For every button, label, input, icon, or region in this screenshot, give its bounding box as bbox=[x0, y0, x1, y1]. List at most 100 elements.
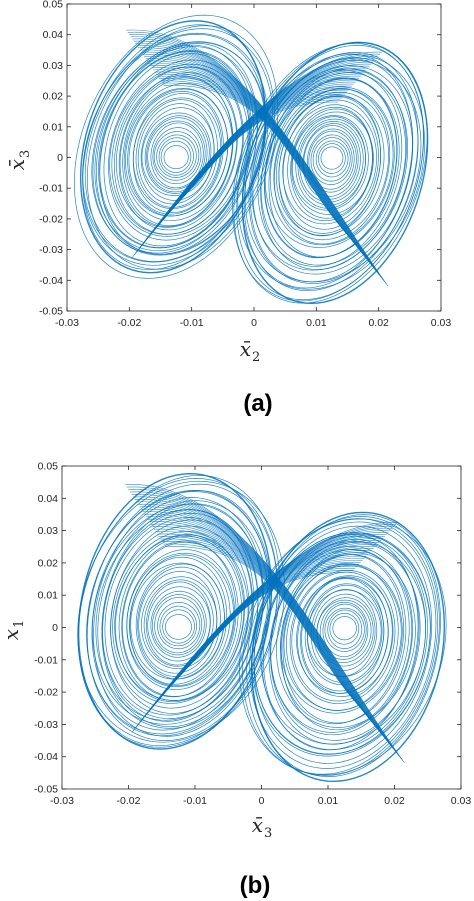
trajectory-bridge bbox=[153, 528, 372, 721]
trajectory-loop-right bbox=[318, 143, 346, 174]
y-tick-label: -0.02 bbox=[39, 213, 63, 225]
x-tick-label: 0.03 bbox=[431, 317, 452, 329]
trajectory-loop-right bbox=[283, 565, 402, 711]
trajectory-loop-right bbox=[319, 601, 369, 660]
x-tick-label: -0.02 bbox=[117, 795, 141, 807]
x-axis-label-b: x̄3 bbox=[252, 813, 273, 841]
trajectory-loop-right bbox=[249, 521, 437, 769]
trajectory-loop-left bbox=[109, 63, 249, 237]
x-tick-label: -0.01 bbox=[180, 317, 204, 329]
trajectory-bridge bbox=[128, 489, 401, 759]
trajectory-loop-left bbox=[154, 597, 203, 654]
y-tick-label: 0.04 bbox=[38, 493, 59, 505]
trajectory-loop-right bbox=[308, 130, 355, 190]
trajectory-loop-right bbox=[291, 111, 374, 215]
trajectory-bridge bbox=[137, 504, 390, 745]
trajectory-loop-left bbox=[91, 41, 267, 255]
x-tick-labels-b: -0.03 -0.02 -0.01 0 0.01 0.02 0.03 bbox=[50, 795, 471, 807]
trajectory-loop-left bbox=[97, 500, 269, 729]
trajectory-loop-right bbox=[282, 104, 377, 225]
trajectory-bridge bbox=[160, 538, 364, 712]
trajectory-loop-right bbox=[246, 516, 440, 777]
trajectory-bridge bbox=[147, 518, 379, 731]
trajectory-loop-right bbox=[282, 99, 379, 230]
y-axis-label-a: x̄3 bbox=[5, 150, 33, 171]
trajectory-loop-left bbox=[141, 576, 218, 669]
trajectory-loop-left bbox=[150, 122, 204, 189]
trajectory-loop-left bbox=[86, 490, 271, 737]
trajectory-envelope-left bbox=[77, 472, 273, 750]
trajectory-loop-left bbox=[132, 92, 223, 213]
trajectory-loop-left bbox=[82, 28, 274, 266]
trajectory-loop-left bbox=[93, 490, 272, 737]
trajectory-loop-left bbox=[138, 571, 218, 674]
trajectory-bridge bbox=[142, 54, 370, 262]
x-tick-label: -0.03 bbox=[50, 795, 74, 807]
trajectory-loop-left bbox=[95, 44, 254, 254]
trajectory-loop-right bbox=[332, 616, 357, 641]
y-tick-label: -0.04 bbox=[39, 275, 63, 287]
trajectory-loop-left bbox=[86, 491, 271, 735]
trajectory-loop-left bbox=[86, 25, 276, 270]
trajectory-loop-right bbox=[296, 577, 389, 694]
trajectory-loop-left bbox=[104, 517, 253, 716]
trajectory-loop-left bbox=[163, 145, 189, 170]
trajectory-loop-right bbox=[260, 540, 426, 745]
trajectory-loop-right bbox=[242, 518, 439, 775]
trajectory-bridge bbox=[131, 494, 398, 754]
x-tick-labels-a: -0.03 -0.02 -0.01 0 0.01 0.02 0.03 bbox=[55, 317, 451, 329]
trajectory-b bbox=[77, 472, 447, 783]
trajectory-loop-left bbox=[113, 66, 244, 235]
trajectory-bridge bbox=[145, 516, 381, 733]
x-tick-label: 0 bbox=[259, 795, 265, 807]
trajectory-loop-left bbox=[129, 556, 228, 685]
trajectory-bridge bbox=[144, 514, 383, 735]
trajectory-bridge bbox=[148, 62, 363, 253]
trajectory-loop-right bbox=[263, 77, 398, 259]
trajectory-loop-right bbox=[257, 70, 403, 267]
trajectory-loop-right bbox=[289, 570, 396, 704]
trajectory-bridge bbox=[150, 65, 361, 251]
trajectory-bridge bbox=[151, 67, 359, 249]
trajectory-loop-left bbox=[140, 107, 215, 201]
trajectory-loop-left bbox=[150, 590, 207, 658]
x-tick-label: 0 bbox=[251, 317, 257, 329]
y-tick-label: 0.01 bbox=[38, 590, 59, 602]
trajectory-loop-right bbox=[251, 68, 408, 271]
trajectory-loop-right bbox=[324, 607, 365, 652]
trajectory-bridge bbox=[133, 496, 396, 752]
panel-caption-b: (b) bbox=[240, 872, 271, 899]
y-tick-label: -0.05 bbox=[34, 784, 58, 796]
trajectory-loop-right bbox=[260, 68, 407, 270]
trajectory-loop-right bbox=[239, 518, 447, 776]
ticks-a bbox=[66, 3, 442, 312]
trajectory-bridge bbox=[158, 536, 366, 714]
ticks-b bbox=[61, 465, 462, 790]
trajectory-bridge bbox=[150, 523, 375, 726]
y-tick-label: 0 bbox=[52, 622, 58, 634]
trajectory-loop-right bbox=[275, 95, 385, 236]
trajectory-loop-right bbox=[291, 571, 393, 702]
trajectory-bridge bbox=[161, 541, 362, 710]
trajectory-bridge bbox=[157, 533, 368, 717]
trajectory-bridge bbox=[145, 58, 366, 258]
trajectory-bridge bbox=[126, 29, 389, 287]
trajectory-envelope-right bbox=[241, 41, 429, 305]
x-axis-label-a: x̄2 bbox=[240, 337, 261, 365]
y-tick-label: -0.03 bbox=[39, 244, 63, 256]
trajectory-loop-left bbox=[152, 127, 202, 185]
trajectory-loop-left bbox=[84, 33, 267, 262]
trajectory-bridge bbox=[160, 80, 349, 236]
y-tick-label: 0.02 bbox=[43, 91, 64, 103]
trajectory-loop-left bbox=[95, 509, 259, 721]
panel-caption-a: (a) bbox=[243, 390, 272, 417]
trajectory-bridge bbox=[129, 34, 385, 282]
trajectory-bridge bbox=[129, 491, 400, 756]
trajectory-loop-right bbox=[248, 57, 419, 284]
trajectory-bridge bbox=[126, 486, 403, 761]
trajectory-loop-right bbox=[243, 51, 419, 292]
trajectory-loop-left bbox=[160, 140, 192, 173]
x-tick-label: 0.03 bbox=[451, 795, 472, 807]
trajectory-loop-right bbox=[261, 536, 427, 750]
